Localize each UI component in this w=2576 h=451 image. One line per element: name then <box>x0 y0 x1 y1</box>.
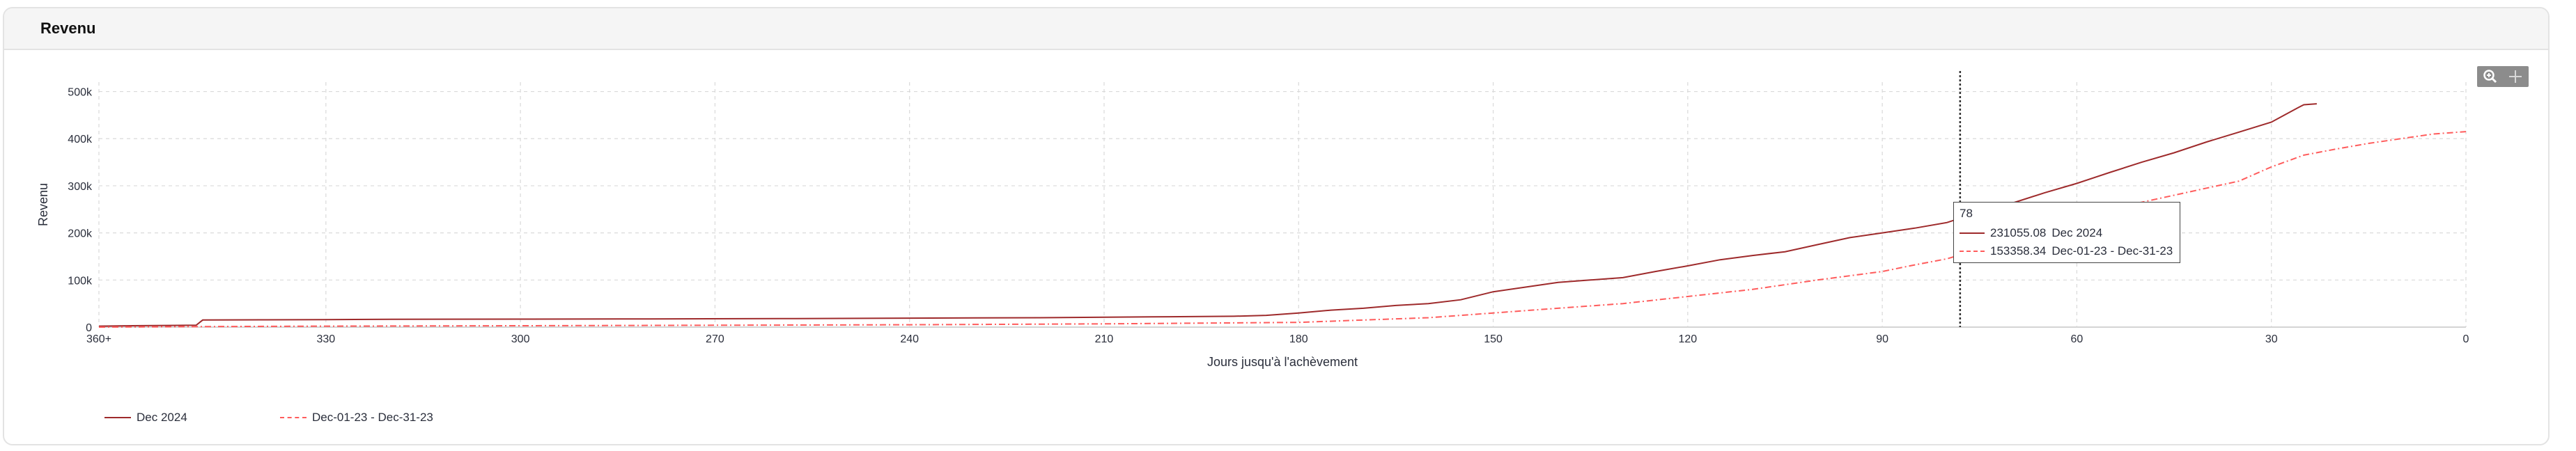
y-tick-label: 400k <box>68 134 93 145</box>
x-tick-label: 0 <box>2463 333 2469 345</box>
x-tick-label: 120 <box>1678 333 1697 345</box>
x-axis-title: Jours jusqu'à l'achèvement <box>1207 355 1358 369</box>
y-tick-label: 100k <box>68 275 93 287</box>
y-tick-label: 200k <box>68 228 93 240</box>
zoom-in-icon[interactable] <box>2478 66 2502 87</box>
x-tick-label: 60 <box>2071 333 2084 345</box>
tooltip-row-series1: 231055.08 Dec 2024 <box>1960 226 2102 240</box>
panel-header <box>4 8 2548 50</box>
legend-item-dec-2024[interactable]: Dec 2024 <box>104 411 187 425</box>
chart-container: 0 100k 200k 300k 400k 500k 360+ 330 300 270 240 210… <box>25 49 2522 438</box>
tooltip-series2-name: Dec-01-23 - Dec-31-23 <box>2051 244 2173 258</box>
x-tick-label: 150 <box>1484 333 1503 345</box>
tooltip-series2-value: 153358.34 <box>1990 244 2047 258</box>
series-line-2 <box>98 131 2467 328</box>
legend-item-dec-2023[interactable]: Dec-01-23 - Dec-31-23 <box>280 411 433 425</box>
tooltip-row-series2: 153358.34 Dec-01-23 - Dec-31-23 <box>1960 244 2173 258</box>
tooltip-x-value: 78 <box>1960 207 1973 220</box>
x-tick-label: 210 <box>1095 333 1114 345</box>
legend-label-series2: Dec-01-23 - Dec-31-23 <box>312 411 433 424</box>
tooltip-series1-swatch <box>1960 232 1985 234</box>
tooltip-series2-swatch <box>1960 251 1985 252</box>
pan-crosshair-icon[interactable] <box>2504 66 2527 87</box>
legend-swatch-series1 <box>104 417 131 418</box>
x-tick-label: 30 <box>2265 333 2278 345</box>
x-tick-label: 360+ <box>86 333 111 345</box>
legend-swatch-series2 <box>280 417 307 418</box>
x-tick-label: 180 <box>1289 333 1308 345</box>
y-tick-label: 300k <box>68 181 93 193</box>
legend-label-series1: Dec 2024 <box>137 411 187 424</box>
chart-tooltip: 78 231055.08 Dec 2024 153358.34 Dec-01-2… <box>1953 202 2180 263</box>
chart-toolbar <box>2477 66 2529 87</box>
x-tick-label: 240 <box>900 333 919 345</box>
y-axis-title: Revenu <box>36 183 50 226</box>
y-tick-label: 500k <box>68 87 93 99</box>
x-tick-label: 90 <box>1876 333 1888 345</box>
panel-title: Revenu <box>40 19 96 37</box>
y-tick-label: 0 <box>86 322 92 334</box>
tooltip-series1-value: 231055.08 <box>1990 226 2047 239</box>
x-tick-label: 330 <box>316 333 335 345</box>
tooltip-series1-name: Dec 2024 <box>2051 226 2103 239</box>
x-tick-label: 300 <box>511 333 530 345</box>
x-tick-label: 270 <box>706 333 724 345</box>
series-line-1 <box>98 103 2317 327</box>
